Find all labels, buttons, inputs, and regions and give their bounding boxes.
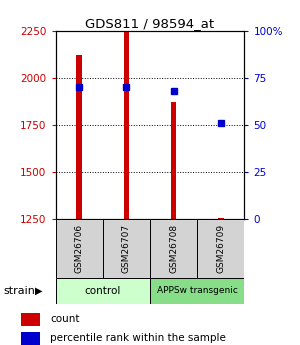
Bar: [171, 102, 176, 219]
Bar: [21, 332, 40, 345]
Text: APPSw transgenic: APPSw transgenic: [157, 286, 238, 295]
Text: ▶: ▶: [34, 286, 42, 296]
Text: strain: strain: [3, 286, 35, 296]
Bar: [56, 278, 150, 304]
Bar: [56, 219, 103, 278]
Text: GSM26708: GSM26708: [169, 224, 178, 273]
Bar: [103, 219, 150, 278]
Text: count: count: [50, 314, 80, 324]
Bar: [197, 219, 244, 278]
Bar: [124, 31, 129, 219]
Text: GSM26709: GSM26709: [216, 224, 225, 273]
Text: percentile rank within the sample: percentile rank within the sample: [50, 333, 226, 343]
Text: control: control: [85, 286, 121, 296]
Title: GDS811 / 98594_at: GDS811 / 98594_at: [85, 17, 214, 30]
Bar: [76, 56, 82, 219]
Bar: [150, 278, 244, 304]
Bar: [21, 313, 40, 326]
Bar: [150, 219, 197, 278]
Text: GSM26706: GSM26706: [75, 224, 84, 273]
Bar: [218, 218, 224, 219]
Text: GSM26707: GSM26707: [122, 224, 131, 273]
